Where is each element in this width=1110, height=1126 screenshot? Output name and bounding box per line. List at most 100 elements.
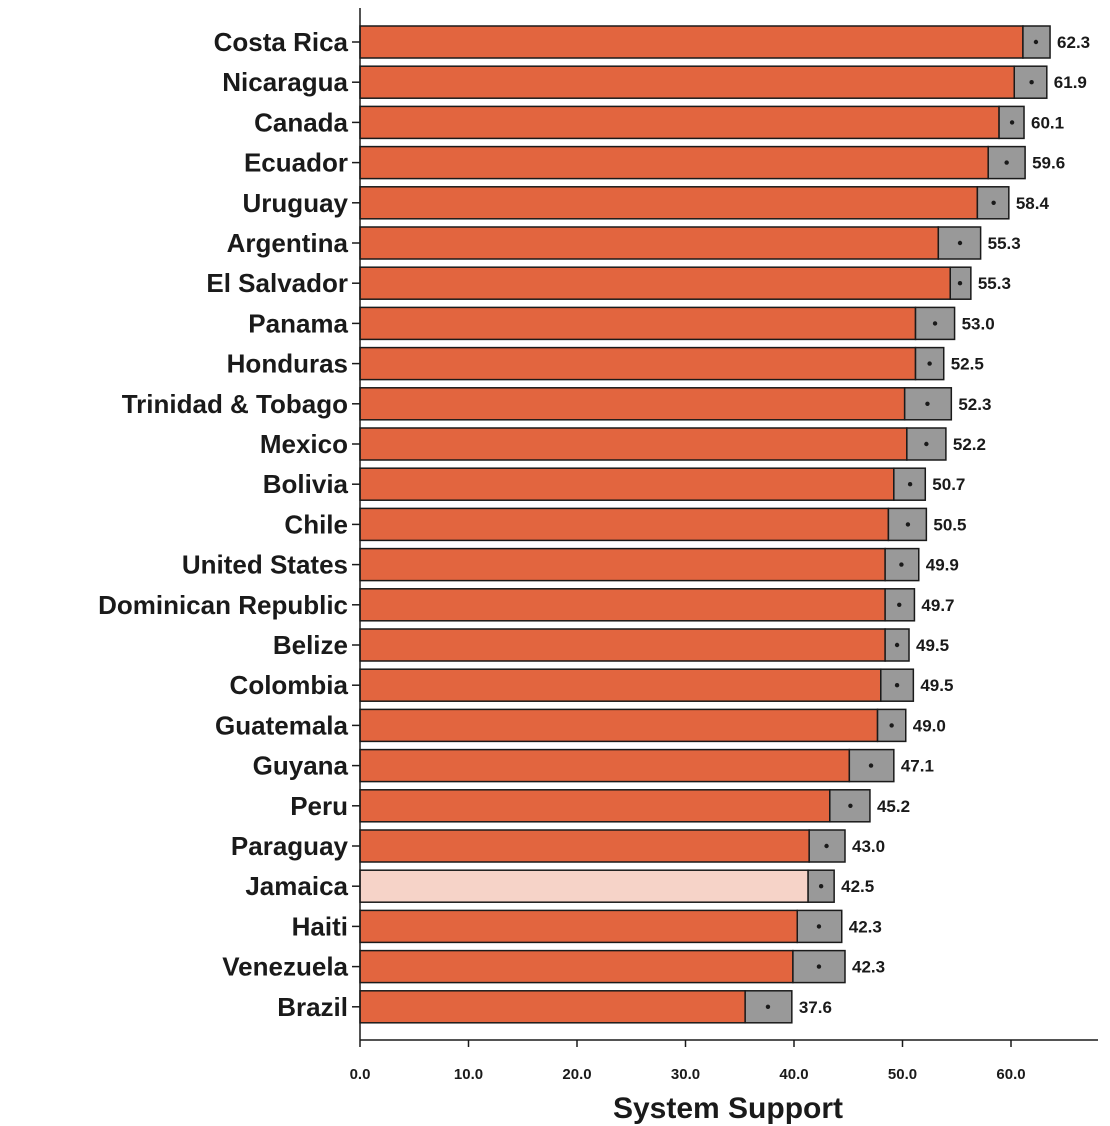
- bar: [359, 628, 886, 662]
- mean-marker: [1029, 80, 1034, 85]
- mean-marker: [868, 763, 874, 768]
- category-label: Argentina: [227, 228, 349, 258]
- category-label: Panama: [248, 308, 348, 338]
- category-label: El Salvador: [206, 268, 348, 298]
- value-label: 53.0: [962, 314, 995, 333]
- value-label: 52.2: [953, 435, 986, 454]
- value-label: 49.5: [920, 676, 953, 695]
- mean-marker: [848, 803, 853, 808]
- category-label: Nicaragua: [222, 67, 348, 97]
- bar: [359, 387, 906, 421]
- mean-marker: [1033, 39, 1039, 45]
- mean-marker: [889, 723, 894, 728]
- ci-band: [884, 547, 920, 582]
- category-label: Costa Rica: [214, 27, 349, 57]
- category-label: Ecuador: [244, 148, 348, 178]
- mean-marker: [894, 642, 900, 648]
- bar: [359, 65, 1016, 99]
- value-label: 42.5: [841, 877, 874, 896]
- value-label: 49.5: [916, 636, 949, 655]
- value-label: 50.5: [933, 515, 966, 534]
- category-label: Jamaica: [245, 871, 348, 901]
- mean-marker: [932, 321, 938, 326]
- x-tick-label: 60.0: [996, 1066, 1025, 1083]
- bar: [359, 226, 940, 260]
- labels-layer: Costa Rica 62.3 Nicaragua 61.9 Canada 60.1 Ecu…: [98, 27, 1090, 1083]
- mean-marker: [894, 683, 900, 688]
- value-label: 52.3: [958, 395, 991, 414]
- category-label: Venezuela: [222, 952, 348, 982]
- value-label: 62.3: [1057, 33, 1090, 52]
- value-label: 42.3: [849, 917, 882, 936]
- bar: [359, 990, 746, 1024]
- category-label: Canada: [254, 107, 348, 137]
- x-tick-label: 50.0: [888, 1066, 917, 1083]
- bar: [359, 25, 1024, 59]
- bar: [359, 869, 809, 903]
- bar: [359, 949, 794, 984]
- x-tick-label: 30.0: [671, 1066, 700, 1083]
- mean-marker: [1004, 160, 1009, 165]
- bar: [359, 467, 895, 501]
- bar: [359, 668, 882, 702]
- mean-marker: [818, 884, 824, 889]
- mean-marker: [957, 240, 963, 246]
- mean-marker: [824, 843, 829, 849]
- value-label: 49.7: [921, 596, 954, 615]
- bar: [359, 186, 979, 220]
- category-label: Haiti: [292, 911, 348, 941]
- category-label: Brazil: [277, 992, 348, 1022]
- value-label: 49.0: [913, 716, 946, 735]
- value-label: 55.3: [988, 234, 1021, 253]
- x-axis-title: System Support: [613, 1092, 843, 1125]
- mean-marker: [816, 964, 822, 969]
- value-label: 47.1: [901, 757, 934, 776]
- bar: [359, 105, 1000, 140]
- mean-marker: [907, 482, 913, 487]
- bar: [359, 346, 917, 381]
- bar: [359, 748, 851, 783]
- bar: [359, 909, 799, 944]
- category-label: Belize: [273, 630, 348, 660]
- value-label: 49.9: [926, 556, 959, 575]
- value-label: 42.3: [852, 958, 885, 977]
- category-label: Mexico: [260, 429, 348, 459]
- bar: [359, 145, 989, 180]
- bar: [359, 588, 886, 622]
- mean-marker: [816, 924, 822, 929]
- bar: [359, 306, 917, 341]
- category-label: Guatemala: [215, 710, 348, 740]
- bar: [359, 266, 951, 300]
- mean-marker: [924, 441, 929, 447]
- value-label: 59.6: [1032, 154, 1065, 173]
- bar: [359, 829, 810, 863]
- value-label: 50.7: [932, 475, 965, 494]
- bar: [359, 547, 886, 582]
- category-label: Bolivia: [263, 469, 349, 499]
- mean-marker: [899, 562, 904, 567]
- value-label: 52.5: [951, 355, 984, 374]
- mean-marker: [1009, 120, 1015, 125]
- mean-marker: [927, 361, 932, 366]
- value-label: 55.3: [978, 274, 1011, 293]
- x-tick-label: 10.0: [454, 1066, 483, 1083]
- category-label: Uruguay: [243, 188, 349, 218]
- axis-layer: [352, 8, 1098, 1047]
- mean-marker: [765, 1004, 771, 1009]
- mean-marker: [925, 401, 930, 406]
- value-label: 61.9: [1054, 73, 1087, 92]
- x-tick-label: 20.0: [562, 1066, 591, 1083]
- x-tick-label: 0.0: [350, 1066, 371, 1083]
- category-label: Paraguay: [231, 831, 349, 861]
- category-label: Honduras: [227, 349, 348, 379]
- value-label: 43.0: [852, 837, 885, 856]
- category-label: Dominican Republic: [98, 590, 348, 620]
- bar: [359, 427, 908, 461]
- value-label: 37.6: [799, 998, 832, 1017]
- category-label: United States: [182, 550, 348, 580]
- mean-marker: [905, 522, 911, 527]
- bars-layer: [359, 25, 1051, 1024]
- bar: [359, 708, 879, 743]
- mean-marker: [957, 281, 963, 286]
